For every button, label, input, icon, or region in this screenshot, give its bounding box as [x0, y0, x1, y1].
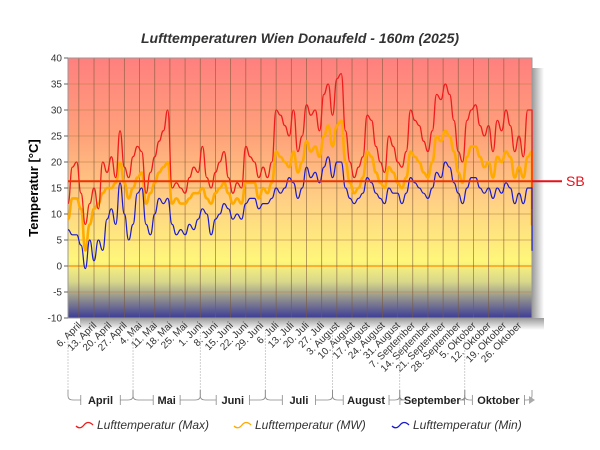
month-axis-arrow-icon: [529, 396, 535, 404]
month-bracket-right: [248, 390, 266, 405]
y-tick-label: 5: [56, 236, 62, 247]
y-tick-label: 30: [51, 106, 63, 117]
y-tick-label: -10: [48, 314, 63, 325]
y-tick-label: 10: [51, 210, 63, 221]
shadow-right: [532, 68, 544, 330]
y-tick-label: 40: [51, 54, 63, 65]
month-bracket-left: [464, 390, 473, 405]
y-tick-label: 15: [51, 184, 63, 195]
month-bracket-right: [119, 390, 134, 405]
month-label: August: [347, 395, 385, 407]
legend-label: Lufttemperatur (Max): [97, 418, 209, 432]
y-axis-label: Temperatur [°C]: [26, 139, 41, 236]
series-lines: [66, 72, 534, 270]
legend-swatch-icon: [391, 421, 410, 429]
y-tick-label: 25: [51, 132, 63, 143]
month-bracket-left: [332, 390, 344, 405]
month-bracket-right: [388, 390, 401, 405]
month-bracket-left: [399, 390, 405, 405]
legend-label: Lufttemperatur (MW): [255, 418, 366, 432]
y-tick-label: 0: [56, 262, 62, 273]
legend: Lufttemperatur (Max) Lufttemperatur (MW) L…: [75, 418, 522, 432]
legend-swatch-icon: [233, 421, 252, 429]
month-bracket-left: [67, 390, 82, 405]
y-tick-label: -5: [53, 288, 62, 299]
chart-title: Lufttemperaturen Wien Donaufeld - 160m (…: [141, 30, 459, 46]
month-bracket-left: [199, 390, 217, 405]
series-min-line: [67, 156, 533, 270]
legend-label: Lufttemperatur (Min): [413, 418, 522, 432]
y-tick-label: 20: [51, 158, 63, 169]
month-label: April: [88, 395, 113, 407]
month-label: Juni: [221, 395, 244, 407]
month-label: Oktober: [477, 395, 520, 407]
month-label: September: [404, 395, 462, 407]
reference-line-label: SB: [566, 173, 585, 189]
month-bracket-left: [132, 390, 154, 405]
shadow-bottom: [80, 318, 544, 330]
month-bracket-right: [315, 390, 333, 405]
y-tick-label: 35: [51, 80, 63, 91]
month-label: Juli: [289, 395, 308, 407]
month-axis: April Mai Juni Juli August September Oktober: [67, 332, 535, 407]
month-label: Mai: [157, 395, 175, 407]
legend-swatch-icon: [75, 421, 94, 429]
month-bracket-right: [179, 390, 201, 405]
series-mean-line: [66, 119, 534, 252]
reference-line: SB: [68, 173, 585, 189]
plot-shadow: [80, 68, 544, 330]
series-max-line: [67, 72, 533, 226]
month-bracket-left: [264, 390, 283, 405]
y-axis-ticks: 40 35 30 25 20 15 10 5 0 -5 -10: [48, 54, 68, 325]
